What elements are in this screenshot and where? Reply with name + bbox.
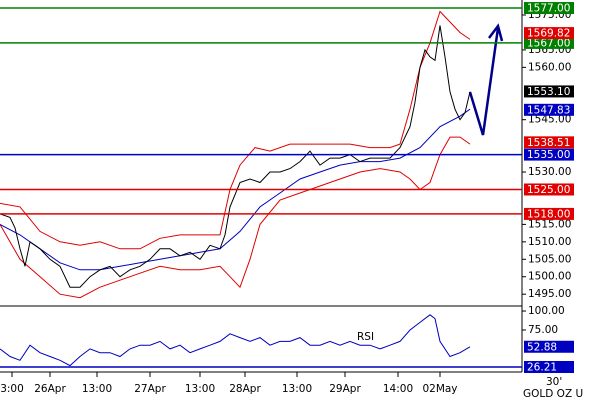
- value-label: 1538.51: [527, 137, 570, 149]
- series-line: [0, 136, 471, 299]
- x-tick-label: 29Apr: [329, 383, 361, 395]
- value-label: 1535.00: [527, 149, 570, 161]
- value-box: [524, 136, 574, 149]
- timeframe: 30': [546, 376, 562, 388]
- x-tick-label: 26Apr: [34, 383, 66, 395]
- y-tick-label: 1545.00: [528, 114, 571, 126]
- y-tick-label: 1560.00: [528, 61, 571, 73]
- value-box: [524, 183, 574, 196]
- series-line: [0, 108, 471, 271]
- value-box: [524, 36, 574, 49]
- value-label: 1525.00: [527, 184, 570, 196]
- x-tick-label: 28Apr: [229, 383, 261, 395]
- x-tick-label: 02May: [422, 383, 457, 395]
- series-line: [0, 25, 471, 288]
- x-tick-label: 3:00: [0, 383, 24, 395]
- y-tick-label: 1495.00: [528, 288, 571, 300]
- value-box: [524, 27, 574, 40]
- value-box: [524, 148, 574, 161]
- series-line: [0, 314, 471, 367]
- value-box: [524, 360, 574, 373]
- y-tick-label: 1500.00: [528, 271, 571, 283]
- value-box: [524, 2, 574, 15]
- value-box: [524, 103, 574, 116]
- x-tick-label: 13:00: [185, 383, 215, 395]
- value-label: 1547.83: [527, 104, 570, 116]
- x-tick-label: 13:00: [82, 383, 112, 395]
- x-tick-label: 27Apr: [134, 383, 166, 395]
- forecast-arrow: [468, 23, 504, 136]
- value-label: 52.88: [527, 341, 557, 353]
- rsi-title: RSI: [357, 331, 374, 343]
- x-tick-label: 13:00: [282, 383, 312, 395]
- value-label: 1569.82: [527, 28, 570, 40]
- value-box: [524, 85, 574, 98]
- value-box: [524, 340, 574, 353]
- y-tick-label: 1515.00: [528, 218, 571, 230]
- symbol: GOLD OZ U: [523, 388, 583, 400]
- y-tick-label: 1510.00: [528, 236, 571, 248]
- y-tick-label: 1505.00: [528, 253, 571, 265]
- value-box: [524, 207, 574, 220]
- value-label: 1518.00: [527, 208, 570, 220]
- y-tick-label: 100.00: [528, 305, 565, 317]
- value-label: 1577.00: [527, 3, 570, 15]
- x-tick-label: 14:00: [383, 383, 413, 395]
- value-label: 1553.10: [527, 86, 570, 98]
- y-tick-label: 75.00: [528, 324, 558, 336]
- value-label: 26.21: [527, 361, 557, 373]
- y-tick-label: 1530.00: [528, 166, 571, 178]
- value-label: 1567.00: [527, 37, 570, 49]
